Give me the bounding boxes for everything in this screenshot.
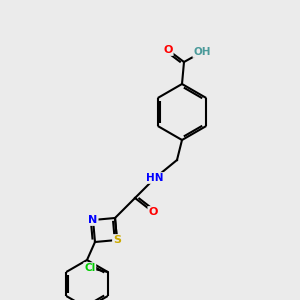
Text: HN: HN (146, 173, 164, 183)
Text: O: O (163, 45, 173, 55)
Text: N: N (88, 215, 98, 225)
Text: Cl: Cl (84, 263, 95, 273)
Text: S: S (113, 235, 121, 245)
Text: OH: OH (193, 47, 211, 57)
Text: O: O (148, 207, 158, 217)
